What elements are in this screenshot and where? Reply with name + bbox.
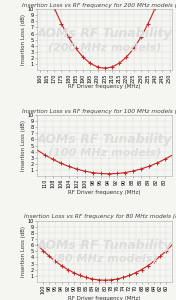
Title: Insertion Loss vs RF frequency for 200 MHz models (dB): Insertion Loss vs RF frequency for 200 M… [22,3,176,8]
Title: Insertion Loss vs RF frequency for 100 MHz models (dB): Insertion Loss vs RF frequency for 100 M… [22,109,176,114]
Title: Insertion Loss vs RF frequency for 80 MHz models (dB): Insertion Loss vs RF frequency for 80 MH… [24,214,176,219]
X-axis label: RF Driver frequency (MHz): RF Driver frequency (MHz) [68,190,141,195]
X-axis label: RF Driver frequency (MHz): RF Driver frequency (MHz) [68,296,141,300]
Text: (200 MHz models): (200 MHz models) [48,42,161,52]
Text: (100 MHz models): (100 MHz models) [48,148,161,158]
Text: AOMs RF Tunability: AOMs RF Tunability [37,133,172,146]
X-axis label: RF Driver frequency (MHz): RF Driver frequency (MHz) [68,84,141,89]
Text: AOMs RF Tunability: AOMs RF Tunability [37,27,172,40]
Y-axis label: Insertion Loss (dB): Insertion Loss (dB) [21,226,26,277]
Text: (80 MHz models): (80 MHz models) [52,254,158,264]
Y-axis label: Insertion Loss (dB): Insertion Loss (dB) [21,120,26,171]
Y-axis label: Insertion Loss (dB): Insertion Loss (dB) [21,14,26,65]
Text: AOMs RF Tunability: AOMs RF Tunability [37,238,172,252]
